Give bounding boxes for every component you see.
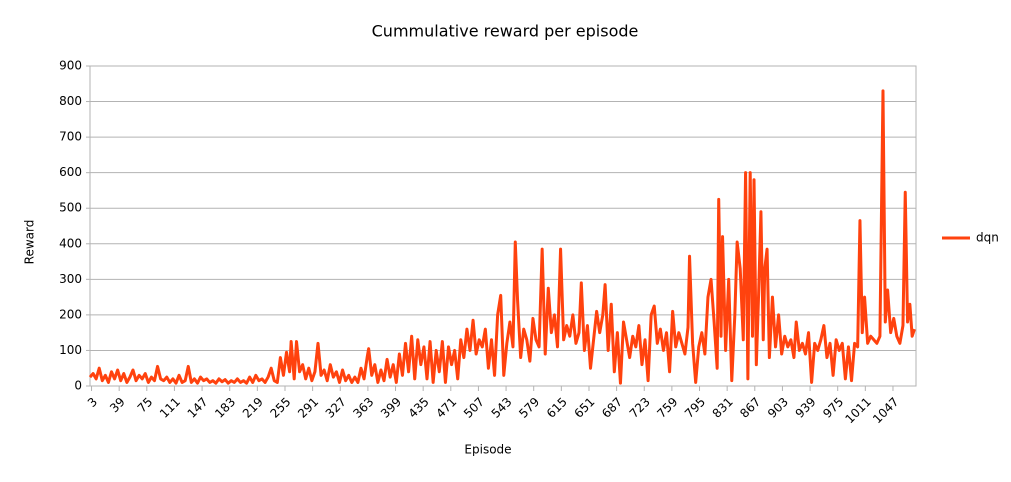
y-tick-label: 700: [59, 130, 82, 144]
y-tick-label: 400: [59, 236, 82, 250]
x-tick-label: 795: [682, 395, 708, 421]
x-tick-label: 435: [406, 395, 432, 421]
x-tick-label: 903: [765, 395, 791, 421]
chart-title: Cummulative reward per episode: [372, 22, 639, 41]
x-tick-label: 39: [107, 395, 128, 416]
y-tick-label: 0: [74, 379, 82, 393]
x-tick-label: 831: [710, 395, 736, 421]
x-tick-label: 327: [323, 395, 349, 421]
x-tick-label: 399: [378, 395, 404, 421]
x-tick-label: 651: [571, 395, 597, 421]
x-axis-label: Episode: [464, 443, 511, 457]
data-line: [88, 89, 916, 385]
x-tick-label: 3: [85, 395, 100, 410]
x-tick-label: 723: [627, 395, 653, 421]
x-tick-label: 1047: [870, 395, 901, 426]
x-tick-label: 1011: [842, 395, 873, 426]
y-tick-label: 300: [59, 272, 82, 286]
x-tick-label: 363: [350, 395, 376, 421]
legend-label: dqn: [976, 231, 999, 245]
x-tick-label: 291: [295, 395, 321, 421]
y-tick-label: 900: [59, 59, 82, 73]
y-tick-label: 800: [59, 94, 82, 108]
y-tick-label: 500: [59, 201, 82, 215]
x-tick-label: 255: [267, 395, 293, 421]
y-tick-label: 200: [59, 307, 82, 321]
y-tick-label: 100: [59, 343, 82, 357]
x-tick-label: 579: [516, 395, 542, 421]
x-tick-label: 219: [240, 395, 266, 421]
x-tick-label: 111: [157, 395, 183, 421]
x-tick-label: 867: [737, 395, 763, 421]
x-tick-label: 147: [185, 395, 211, 421]
x-tick-label: 183: [212, 395, 238, 421]
x-tick-label: 759: [654, 395, 680, 421]
x-tick-label: 939: [793, 395, 819, 421]
x-tick-label: 615: [544, 395, 570, 421]
x-tick-label: 507: [461, 395, 487, 421]
x-tick-label: 543: [489, 395, 515, 421]
y-axis-label: Reward: [23, 220, 37, 265]
x-tick-label: 687: [599, 395, 625, 421]
y-tick-label: 600: [59, 165, 82, 179]
x-tick-label: 471: [433, 395, 459, 421]
x-tick-label: 75: [135, 395, 156, 416]
plot-border: [89, 65, 917, 387]
